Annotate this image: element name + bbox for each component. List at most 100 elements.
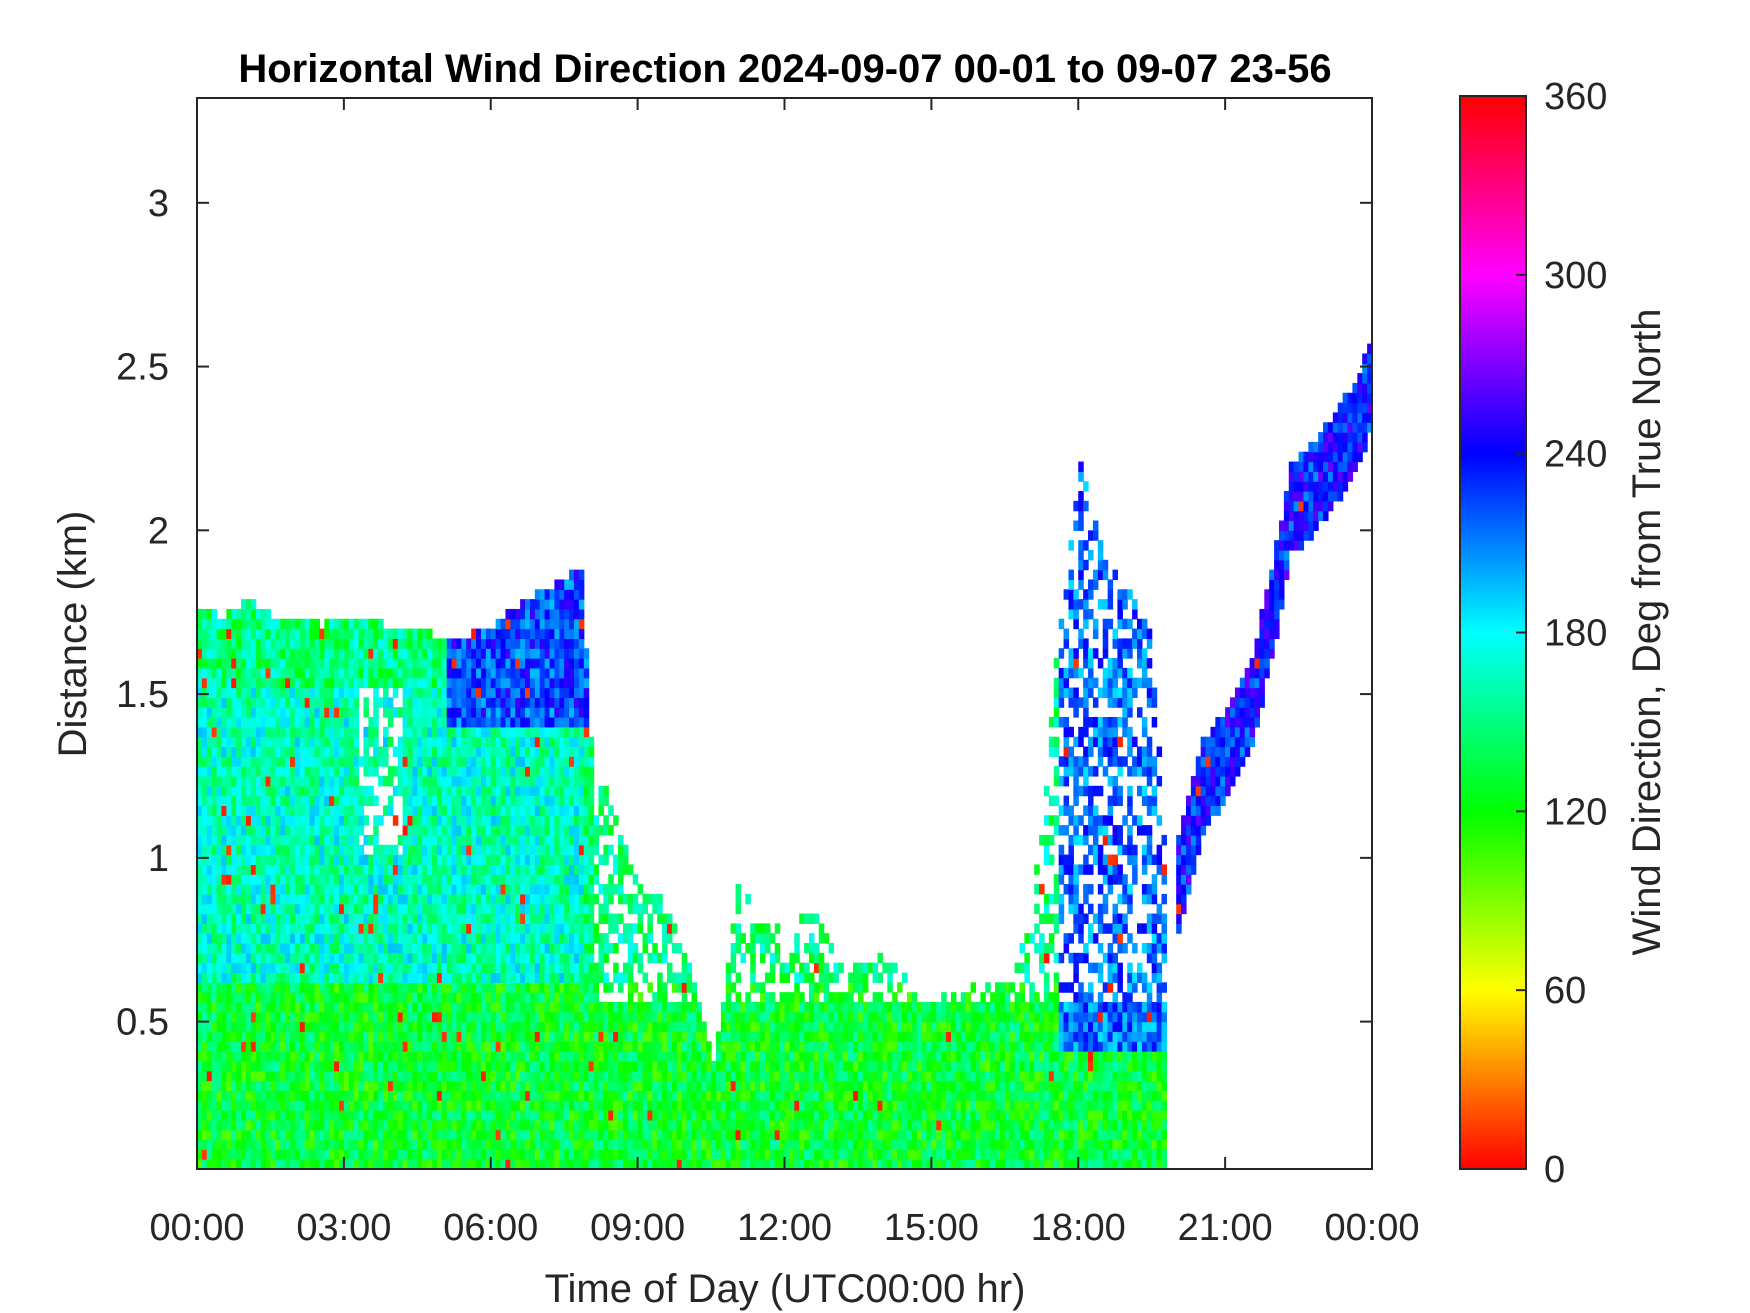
heatmap-cell — [417, 952, 423, 964]
heatmap-cell — [280, 1119, 286, 1131]
heatmap-cell — [231, 884, 237, 895]
heatmap-cell — [573, 1031, 580, 1042]
heatmap-cell — [441, 1149, 448, 1160]
heatmap-cell — [598, 1011, 604, 1023]
heatmap-cell — [515, 972, 521, 983]
heatmap-cell — [569, 599, 575, 610]
heatmap-cell — [588, 815, 595, 826]
heatmap-cell — [221, 864, 227, 875]
heatmap-cell — [490, 943, 497, 954]
heatmap-cell — [618, 1119, 624, 1131]
heatmap-cell — [402, 893, 409, 905]
heatmap-cell — [603, 1011, 609, 1023]
heatmap-cell — [422, 913, 428, 924]
heatmap-cell — [290, 717, 296, 728]
heatmap-cell — [324, 854, 330, 866]
heatmap-cell — [206, 795, 213, 807]
heatmap-cell — [432, 766, 438, 777]
heatmap-cell — [466, 1041, 472, 1052]
heatmap-cell — [529, 825, 536, 836]
heatmap-cell — [383, 992, 389, 1003]
heatmap-cell — [559, 1090, 565, 1101]
heatmap-cell — [436, 884, 443, 895]
heatmap-cell — [383, 943, 389, 954]
heatmap-cell — [510, 1090, 516, 1101]
heatmap-cell — [329, 893, 335, 905]
heatmap-cell — [578, 1139, 585, 1150]
heatmap-cell — [358, 972, 365, 983]
heatmap-cell — [667, 972, 673, 983]
heatmap-cell — [510, 874, 516, 885]
heatmap-cell — [500, 658, 507, 669]
heatmap-cell — [549, 1139, 555, 1150]
heatmap-cell — [476, 1041, 482, 1052]
heatmap-cell — [466, 658, 472, 669]
heatmap-cell — [387, 638, 394, 649]
heatmap-cell — [632, 1139, 639, 1150]
heatmap-cell — [554, 923, 560, 934]
heatmap-cell — [402, 766, 409, 777]
heatmap-cell — [549, 746, 555, 757]
heatmap-cell — [373, 1021, 379, 1033]
heatmap-cell — [387, 1031, 394, 1042]
heatmap-cell — [696, 1149, 702, 1160]
heatmap-cell — [632, 893, 639, 905]
heatmap-cell — [338, 874, 345, 885]
heatmap-cell — [451, 687, 458, 698]
heatmap-cell — [534, 1021, 541, 1033]
heatmap-cell — [241, 1060, 247, 1072]
heatmap-cell — [363, 697, 369, 708]
heatmap-cell — [583, 1080, 590, 1091]
heatmap-cell — [387, 1119, 394, 1131]
heatmap-cell — [314, 962, 320, 974]
heatmap-cell — [407, 844, 414, 856]
heatmap-cell — [314, 1070, 320, 1082]
heatmap-cell — [407, 687, 414, 698]
heatmap-cell — [657, 1090, 663, 1101]
heatmap-cell — [466, 638, 472, 649]
heatmap-cell — [564, 1041, 570, 1052]
heatmap-cell — [451, 884, 458, 895]
heatmap-cell — [309, 746, 316, 757]
heatmap-cell — [348, 638, 355, 649]
heatmap-cell — [236, 1149, 242, 1160]
heatmap-cell — [422, 775, 428, 787]
heatmap-cell — [275, 677, 281, 689]
heatmap-cell — [412, 1051, 418, 1062]
heatmap-cell — [441, 854, 448, 866]
heatmap-cell — [197, 1090, 203, 1101]
heatmap-cell — [505, 982, 511, 993]
heatmap-cell — [446, 1129, 453, 1141]
heatmap-cell — [578, 667, 585, 679]
heatmap-cell — [260, 726, 267, 738]
heatmap-cell — [338, 1051, 345, 1062]
heatmap-cell — [471, 943, 477, 954]
heatmap-cell — [505, 884, 511, 895]
heatmap-cell — [569, 608, 575, 620]
heatmap-cell — [407, 982, 414, 993]
heatmap-cell — [441, 785, 448, 797]
heatmap-cell — [544, 1021, 551, 1033]
heatmap-cell — [427, 854, 433, 866]
heatmap-cell — [422, 1031, 428, 1042]
heatmap-cell — [534, 874, 541, 885]
heatmap-cell — [466, 864, 472, 875]
heatmap-cell — [432, 658, 438, 669]
heatmap-cell — [314, 638, 320, 649]
heatmap-cell — [314, 1001, 320, 1013]
heatmap-cell — [358, 1080, 365, 1091]
heatmap-cell — [368, 1119, 374, 1131]
heatmap-cell — [314, 1051, 320, 1062]
heatmap-cell — [304, 717, 311, 728]
heatmap-cell — [260, 864, 267, 875]
heatmap-cell — [632, 1011, 639, 1023]
heatmap-cell — [236, 834, 242, 846]
heatmap-cell — [622, 933, 629, 944]
heatmap-cell — [309, 677, 316, 689]
heatmap-cell — [549, 726, 555, 738]
heatmap-cell — [490, 815, 497, 826]
heatmap-cell — [387, 1021, 394, 1033]
heatmap-cell — [554, 834, 560, 846]
heatmap-cell — [397, 854, 404, 866]
heatmap-cell — [485, 844, 492, 856]
